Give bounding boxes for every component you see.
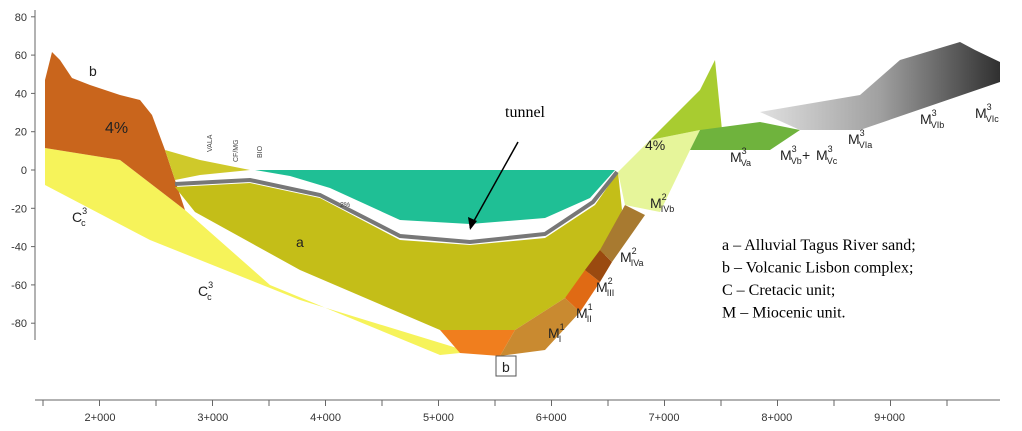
unit-b: b [502,359,510,375]
unit-sub: III [607,288,615,298]
unit-sup: 3 [208,280,213,290]
unit-sup: 2 [608,276,613,286]
unit-sup: 3 [860,128,865,138]
legend-entry: M – Miocenic unit. [722,305,846,322]
unit-sup: 1 [560,322,565,332]
x-tick-label: 7+000 [649,412,680,424]
unit-sup: 3 [932,108,937,118]
y-tick-label: 80 [15,12,27,24]
y-tick-label: 60 [15,50,27,62]
unit-sub: I [559,334,562,344]
y-tick-label: 0 [21,165,27,177]
x-tick-label: 4+000 [310,412,341,424]
legend-entry: a – Alluvial Tagus River sand; [722,237,916,254]
slope: 2% [340,202,350,209]
unit-sup: 3 [792,144,797,154]
legend-entry: b – Volcanic Lisbon complex; [722,260,913,277]
unit-a: a [296,234,304,250]
unit-sup: 2 [632,246,637,256]
miocene-8 [760,42,1000,130]
unit-sub: c [81,218,86,228]
station: VALA [207,134,214,152]
unit-sup: 2 [662,192,667,202]
slope: 4% [105,120,128,137]
unit-sup: 3 [828,144,833,154]
unit-sub: Vb [791,156,802,166]
unit-sub: VIc [986,114,1000,124]
station: BIO [257,145,264,158]
unit-sup: 1 [588,302,593,312]
y-tick-label: 40 [15,88,27,100]
unit-sub: Va [741,158,751,168]
y-tick-label: -80 [11,318,27,330]
unit-sub: IVb [661,204,675,214]
slope: 4% [645,137,665,153]
x-tick-label: 8+000 [761,412,792,424]
x-tick-label: 5+000 [423,412,454,424]
plus: + [802,147,810,163]
y-tick-label: -40 [11,242,27,254]
unit-sub: VIa [859,140,873,150]
unit-sub: c [207,292,212,302]
unit-sub: Vc [827,156,838,166]
x-tick-label: 6+000 [536,412,567,424]
unit-sup: 3 [82,206,87,216]
y-tick-label: -60 [11,280,27,292]
unit-sub: II [587,314,592,324]
miocene-6 [650,60,722,140]
unit-sub: VIb [931,120,945,130]
tunnel-label: tunnel [505,104,546,121]
x-tick-label: 9+000 [874,412,905,424]
unit-sup: 3 [742,146,747,156]
legend-entry: C – Cretacic unit; [722,282,835,299]
station: CF/MG [233,139,240,162]
unit-sup: 3 [987,102,992,112]
y-tick-label: 20 [15,127,27,139]
unit-sub: IVa [631,258,644,268]
cross-section: tunnel a b b 4% 4% 2% VALA CF/MG BIO + C… [0,0,1022,431]
x-tick-label: 3+000 [197,412,228,424]
y-tick-label: -20 [11,203,27,215]
unit-b: b [89,63,97,79]
x-tick-label: 2+000 [85,412,116,424]
